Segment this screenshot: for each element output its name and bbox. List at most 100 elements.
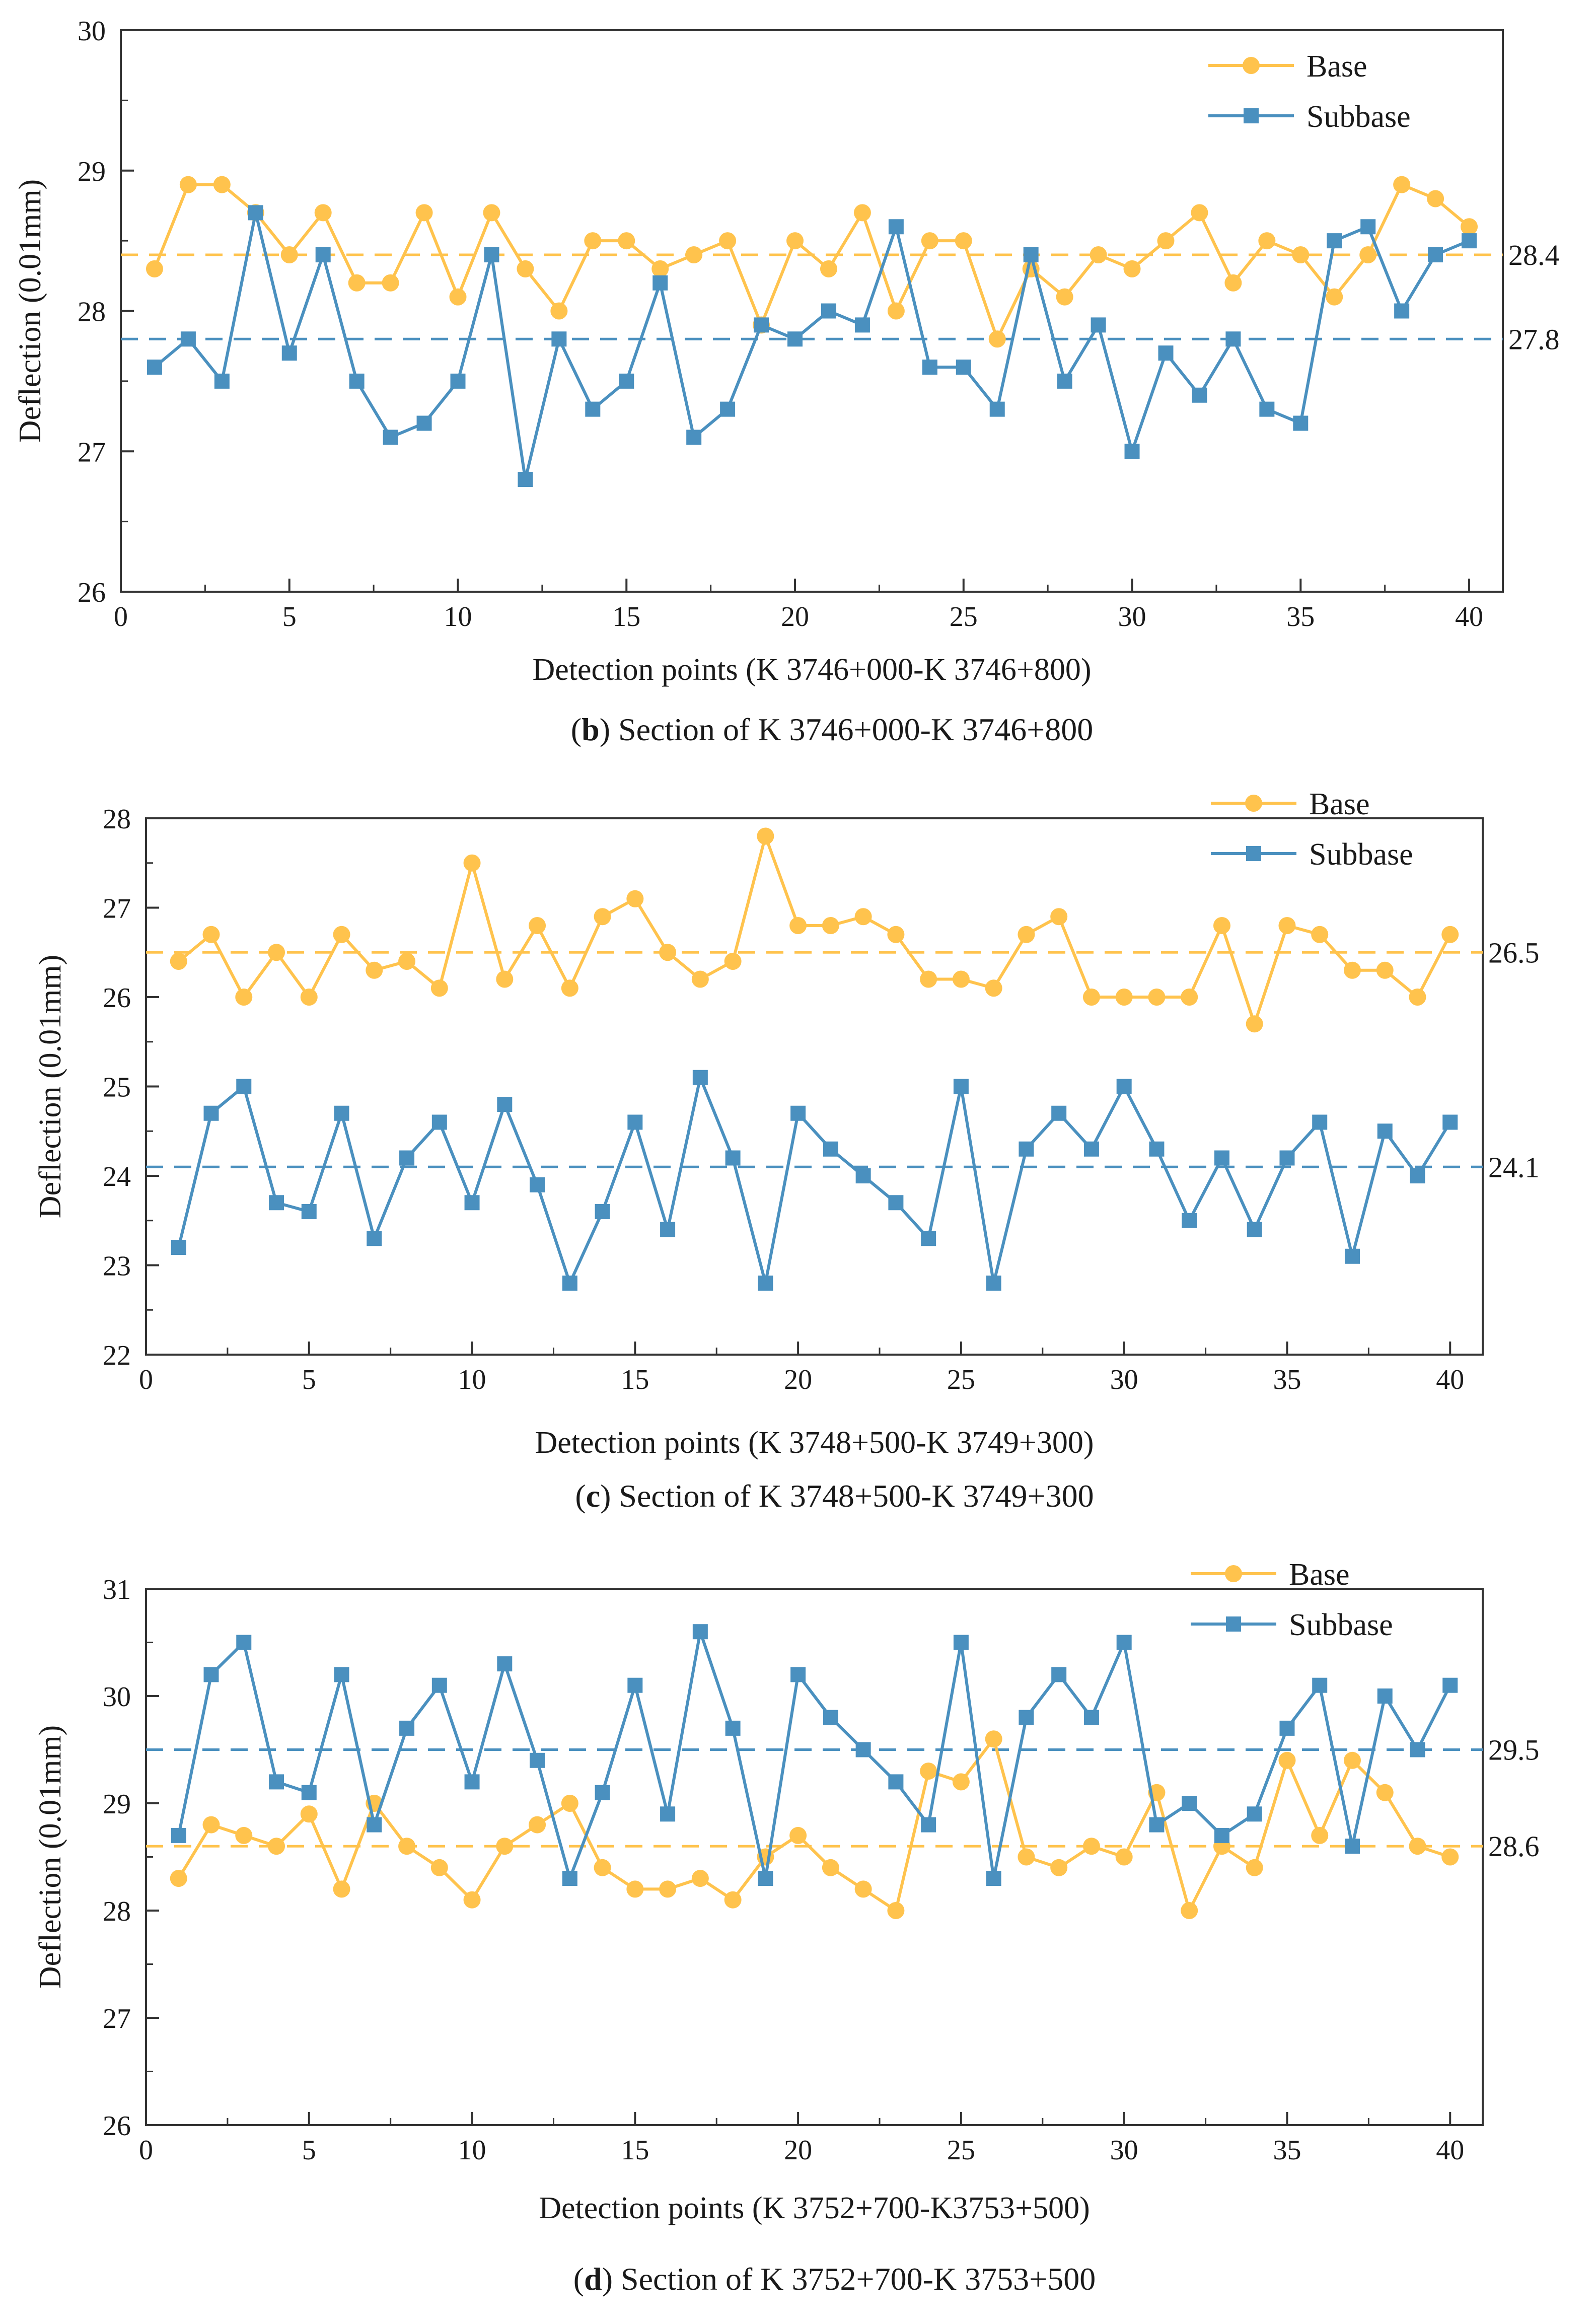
x-axis-label: Detection points (K 3748+500-K 3749+300) <box>535 1426 1094 1460</box>
data-point-base <box>1181 1902 1198 1919</box>
legend-marker-base <box>1225 1565 1242 1582</box>
data-point-base <box>618 232 635 249</box>
data-point-base <box>517 260 534 277</box>
x-tick-label: 30 <box>1118 601 1146 632</box>
panel-caption-text: Section of K 3752+700-K 3753+500 <box>613 2261 1096 2297</box>
data-point-base <box>1278 917 1295 934</box>
data-point-base <box>180 176 197 193</box>
data-point-base <box>398 953 415 970</box>
data-point-base <box>685 246 702 263</box>
data-point-base <box>235 989 252 1006</box>
data-point-subbase <box>956 360 971 375</box>
data-point-subbase <box>921 1231 936 1246</box>
data-point-base <box>1157 232 1174 249</box>
data-point-base <box>1050 1859 1067 1876</box>
data-point-subbase <box>181 331 196 346</box>
data-point-subbase <box>1084 1142 1099 1157</box>
data-point-base <box>789 917 807 934</box>
data-point-subbase <box>595 1204 610 1219</box>
data-point-subbase <box>302 1785 317 1800</box>
data-point-base <box>561 979 578 997</box>
data-point-base <box>985 1730 1002 1747</box>
panel-caption-text: Section of K 3746+000-K 3746+800 <box>610 712 1093 747</box>
y-tick-label: 22 <box>103 1340 131 1371</box>
panel-caption: (b) Section of K 3746+000-K 3746+800 <box>571 712 1093 747</box>
data-point-base <box>1427 190 1444 207</box>
x-tick-label: 0 <box>139 2135 153 2166</box>
data-point-base <box>1083 1838 1100 1855</box>
data-point-base <box>170 953 187 970</box>
data-point-subbase <box>1225 331 1241 346</box>
legend-label-base: Base <box>1307 49 1367 84</box>
data-point-base <box>1376 962 1394 979</box>
data-point-subbase <box>171 1240 186 1255</box>
data-point-base <box>1311 926 1328 943</box>
data-point-subbase <box>367 1817 382 1833</box>
legend-label-base: Base <box>1289 1558 1350 1592</box>
data-point-base <box>496 971 513 988</box>
data-point-subbase <box>922 360 937 375</box>
x-tick-label: 10 <box>458 1364 486 1395</box>
data-point-subbase <box>660 1806 675 1821</box>
mean-label-base: 28.6 <box>1488 1830 1540 1863</box>
data-point-subbase <box>1410 1168 1425 1183</box>
x-tick-label: 20 <box>781 601 809 632</box>
data-point-subbase <box>1279 1151 1294 1166</box>
data-point-subbase <box>432 1678 447 1693</box>
data-point-base <box>584 232 601 249</box>
data-point-base <box>1461 218 1478 235</box>
y-tick-label: 29 <box>103 1789 131 1820</box>
x-tick-label: 25 <box>950 601 978 632</box>
data-point-base <box>920 971 937 988</box>
data-point-base <box>921 232 938 249</box>
data-point-subbase <box>1158 345 1173 361</box>
data-point-base <box>1181 989 1198 1006</box>
data-point-base <box>464 855 481 872</box>
data-point-subbase <box>652 275 668 291</box>
data-point-base <box>724 953 742 970</box>
data-point-subbase <box>619 374 634 389</box>
data-point-subbase <box>1410 1742 1425 1757</box>
panel-letter: b <box>582 712 600 747</box>
data-point-subbase <box>720 402 735 417</box>
data-point-base <box>1409 989 1426 1006</box>
data-point-subbase <box>451 374 466 389</box>
y-tick-label: 27 <box>103 893 131 925</box>
data-point-base <box>1376 1784 1394 1801</box>
x-tick-label: 35 <box>1286 601 1315 632</box>
x-tick-label: 25 <box>947 2135 975 2166</box>
panel-caption-paren: ) <box>602 2261 613 2297</box>
x-axis-label: Detection points (K 3746+000-K 3746+800) <box>532 653 1091 687</box>
data-point-subbase <box>349 374 365 389</box>
data-point-subbase <box>726 1721 741 1736</box>
data-point-base <box>333 1880 350 1897</box>
data-point-base <box>268 944 285 961</box>
data-point-subbase <box>686 430 701 445</box>
data-point-base <box>1278 1752 1295 1769</box>
data-point-subbase <box>1125 444 1140 459</box>
legend-label-subbase: Subbase <box>1307 100 1411 134</box>
data-point-base <box>301 1805 318 1822</box>
data-point-subbase <box>1084 1710 1099 1725</box>
data-point-subbase <box>1117 1635 1132 1650</box>
data-point-subbase <box>758 1276 773 1291</box>
data-point-subbase <box>497 1656 512 1671</box>
mean-label-subbase: 27.8 <box>1508 323 1560 356</box>
y-tick-label: 26 <box>103 982 131 1014</box>
x-tick-label: 40 <box>1436 1364 1464 1395</box>
data-point-base <box>855 908 872 925</box>
data-point-subbase <box>821 304 836 319</box>
x-tick-label: 5 <box>302 1364 316 1395</box>
data-point-subbase <box>1057 374 1072 389</box>
data-point-base <box>953 971 970 988</box>
data-point-base <box>626 890 643 907</box>
data-point-base <box>366 962 383 979</box>
x-tick-label: 15 <box>621 2135 649 2166</box>
data-point-subbase <box>1247 1806 1262 1821</box>
data-point-base <box>724 1891 742 1909</box>
data-point-base <box>1083 989 1100 1006</box>
legend-marker-subbase <box>1244 108 1259 123</box>
y-tick-label: 24 <box>103 1161 131 1192</box>
data-point-subbase <box>889 219 904 234</box>
x-tick-label: 35 <box>1273 1364 1301 1395</box>
